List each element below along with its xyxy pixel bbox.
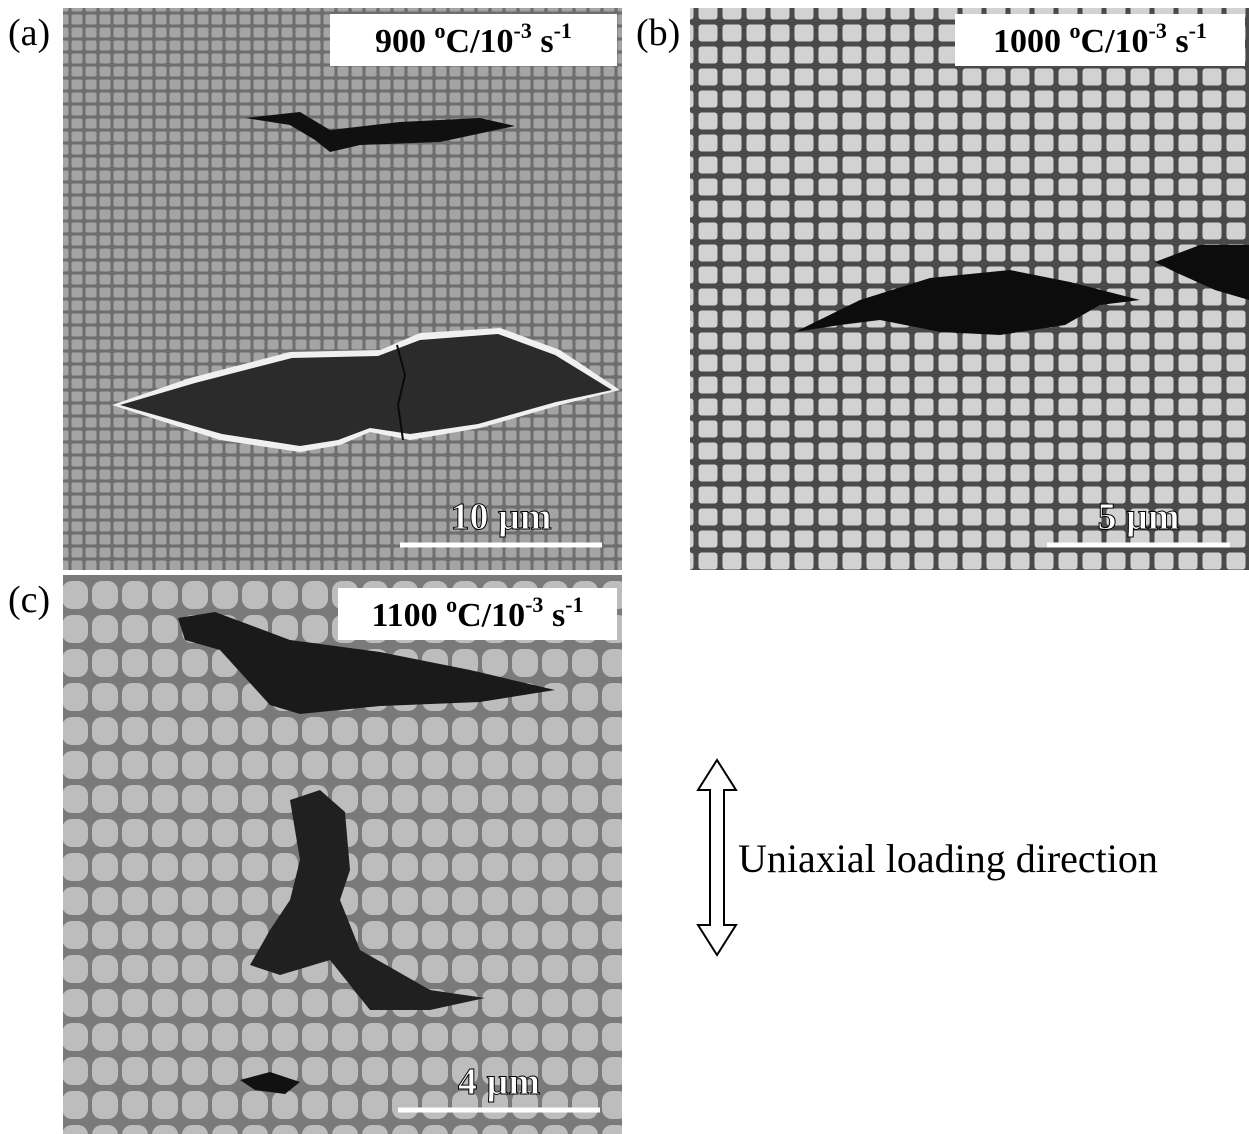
condition-text: 900: [375, 23, 435, 60]
superscript: o: [435, 18, 446, 43]
condition-text: C/10: [1081, 23, 1149, 60]
condition: 900 oC/10-3 s-1: [375, 18, 572, 60]
superscript: -3: [514, 18, 532, 43]
superscript: -1: [1189, 18, 1207, 43]
micrograph-c: [63, 575, 622, 1134]
superscript: -3: [525, 592, 543, 617]
condition-text: s: [532, 23, 554, 60]
scale-bar-label: 4 µm: [458, 1061, 540, 1103]
condition-text: C/10: [457, 597, 525, 634]
superscript: -1: [565, 592, 583, 617]
superscript: -1: [554, 18, 572, 43]
condition-text: C/10: [446, 23, 514, 60]
loading-direction: Uniaxial loading direction: [738, 836, 1158, 881]
condition: 1100 oC/10-3 s-1: [371, 592, 583, 634]
scale-bar-label: 5 µm: [1097, 496, 1179, 538]
scale-bar-label: 10 µm: [450, 496, 551, 538]
micrograph-a: [63, 8, 622, 570]
condition-text: s: [543, 597, 565, 634]
condition-text: s: [1167, 23, 1189, 60]
superscript: o: [1070, 18, 1081, 43]
figure: Uniaxial loading direction (a)900 oC/10-…: [0, 0, 1249, 1134]
condition-text: 1000: [993, 23, 1070, 60]
panel-label: (c): [8, 579, 50, 621]
panel-label: (a): [8, 12, 50, 54]
loading-arrow: [698, 760, 736, 955]
superscript: -3: [1149, 18, 1167, 43]
micrograph-b: [690, 8, 1249, 570]
superscript: o: [446, 592, 457, 617]
condition: 1000 oC/10-3 s-1: [993, 18, 1207, 60]
condition-text: 1100: [371, 597, 446, 634]
panel-label: (b): [636, 12, 680, 54]
